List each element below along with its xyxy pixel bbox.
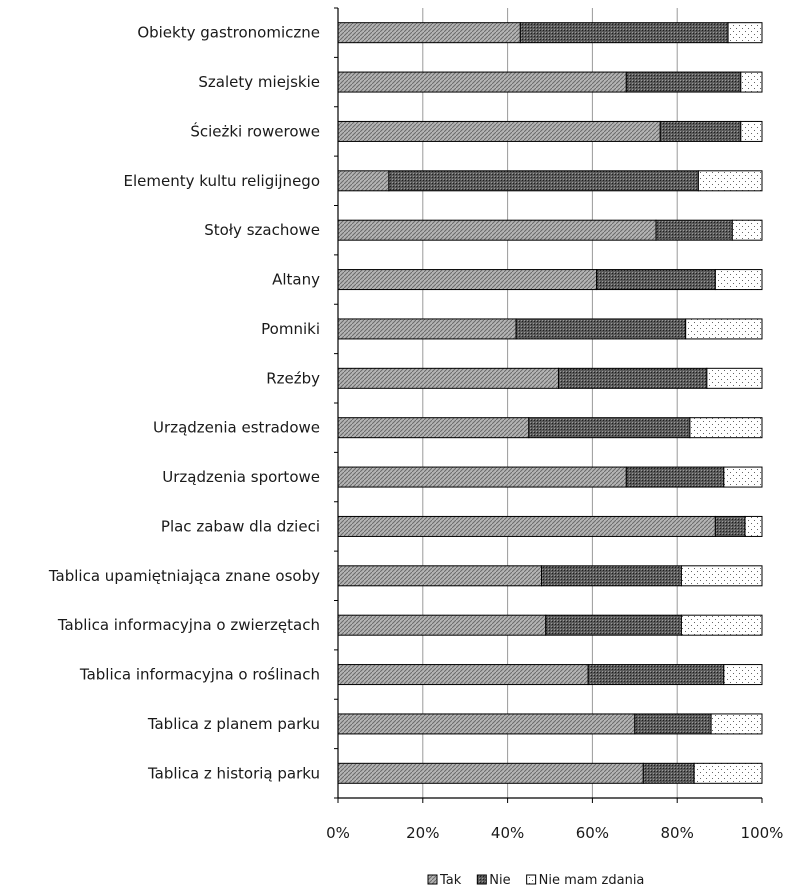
legend-swatch <box>476 874 487 885</box>
x-tick-label: 20% <box>406 824 439 842</box>
bars <box>337 22 763 784</box>
legend-swatch <box>427 874 438 885</box>
x-tick-label: 60% <box>576 824 609 842</box>
category-labels: Obiekty gastronomiczne Szalety miejskie Śc… <box>48 24 320 783</box>
axes <box>334 7 763 803</box>
legend: Tak Nie Nie mam zdania <box>427 873 645 888</box>
category-label: Obiekty gastronomiczne <box>137 24 320 42</box>
bar-segment-nie <box>714 515 746 537</box>
category-label: Tablica z planem parku <box>147 715 320 733</box>
bar-segment-tak <box>337 417 530 439</box>
x-tick-label: 100% <box>741 824 784 842</box>
bar-segment-tak <box>337 170 390 192</box>
bar-segment-tak <box>337 466 627 488</box>
bar-segment-tak <box>337 565 543 587</box>
bar-segment-nie <box>541 565 682 587</box>
bar-segment-nie <box>655 219 733 241</box>
bar-segment-tak <box>337 318 517 340</box>
bar-segment-tak <box>337 22 521 44</box>
bar-segment-tak <box>337 515 716 537</box>
x-tick-label: 40% <box>491 824 524 842</box>
category-label: Elementy kultu religijnego <box>124 172 321 190</box>
bar-segment-tak <box>337 219 657 241</box>
bar-segment-nie <box>625 71 742 93</box>
bar-segment-tak <box>337 664 589 686</box>
bar-segment-nie <box>625 466 725 488</box>
bar-segment-nie <box>587 664 725 686</box>
bar-segment-nie-mam-zdania <box>740 120 763 142</box>
legend-swatch <box>526 874 537 885</box>
bar-segment-nie-mam-zdania <box>706 367 763 389</box>
bar-segment-tak <box>337 120 661 142</box>
category-label: Plac zabaw dla dzieci <box>161 517 320 535</box>
bar-segment-nie <box>545 614 682 636</box>
bar-segment-nie <box>388 170 699 192</box>
category-label: Tablica informacyjna o roślinach <box>79 666 320 684</box>
category-label: Tablica upamiętniająca znane osoby <box>48 567 320 585</box>
bar-segment-nie-mam-zdania <box>727 22 763 44</box>
category-label: Ścieżki rowerowe <box>190 121 320 140</box>
bar-segment-tak <box>337 614 547 636</box>
category-label: Tablica z historią parku <box>147 764 320 782</box>
bar-segment-nie-mam-zdania <box>710 713 763 735</box>
bar-segment-nie-mam-zdania <box>723 466 763 488</box>
bar-segment-nie <box>642 762 695 784</box>
x-tick-label: 80% <box>661 824 694 842</box>
bar-segment-tak <box>337 713 636 735</box>
bar-segment-nie-mam-zdania <box>714 269 763 291</box>
category-label: Stoły szachowe <box>204 221 320 239</box>
legend-label: Tak <box>439 873 462 888</box>
bar-segment-nie <box>634 713 712 735</box>
category-label: Altany <box>272 271 320 289</box>
bar-segment-tak <box>337 71 627 93</box>
bar-segment-nie-mam-zdania <box>689 417 763 439</box>
category-label: Szalety miejskie <box>198 73 320 91</box>
category-label: Urządzenia estradowe <box>153 419 320 437</box>
category-label: Tablica informacyjna o zwierzętach <box>57 616 320 634</box>
bar-segment-tak <box>337 269 598 291</box>
bar-segment-nie-mam-zdania <box>685 318 763 340</box>
bar-segment-nie <box>659 120 742 142</box>
bar-segment-nie-mam-zdania <box>697 170 763 192</box>
bar-segment-nie <box>557 367 708 389</box>
bar-segment-nie <box>596 269 716 291</box>
legend-label: Nie mam zdania <box>539 873 645 888</box>
bar-segment-nie-mam-zdania <box>731 219 763 241</box>
legend-label: Nie <box>489 873 510 888</box>
bar-segment-nie-mam-zdania <box>723 664 763 686</box>
bar-segment-nie <box>515 318 687 340</box>
bar-segment-tak <box>337 762 644 784</box>
bar-segment-nie <box>528 417 691 439</box>
bar-segment-nie <box>519 22 729 44</box>
category-label: Rzeźby <box>266 369 320 387</box>
bar-segment-nie-mam-zdania <box>680 565 763 587</box>
bar-segment-nie-mam-zdania <box>744 515 763 537</box>
bar-segment-nie-mam-zdania <box>680 614 763 636</box>
x-tick-labels: 0% 20% 40% 60% 80% 100% <box>326 824 783 842</box>
category-label: Urządzenia sportowe <box>162 468 320 486</box>
bar-segment-tak <box>337 367 559 389</box>
category-label: Pomniki <box>261 320 320 338</box>
bar-segment-nie-mam-zdania <box>693 762 763 784</box>
x-tick-label: 0% <box>326 824 350 842</box>
bar-segment-nie-mam-zdania <box>740 71 763 93</box>
